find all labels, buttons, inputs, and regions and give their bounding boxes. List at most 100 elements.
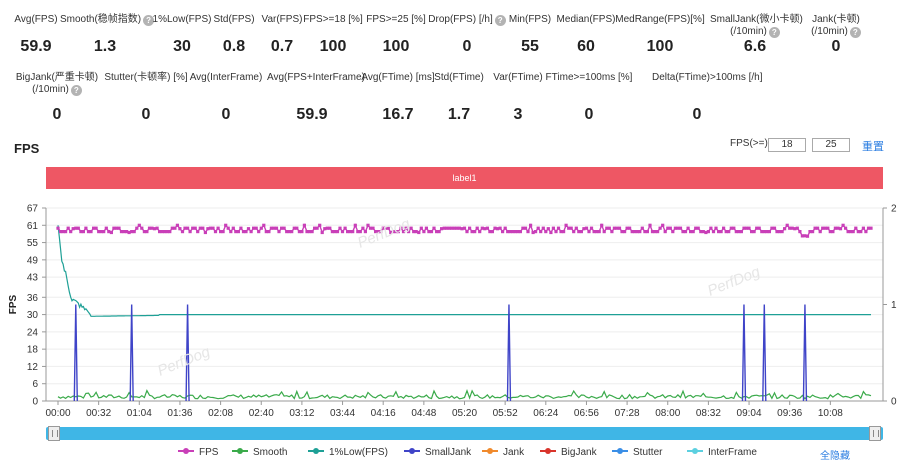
hide-all-button[interactable]: 全隐藏 xyxy=(820,451,850,462)
x-tick-label: 10:08 xyxy=(818,408,843,419)
x-tick-label: 06:56 xyxy=(574,408,599,419)
help-icon[interactable]: ? xyxy=(70,85,82,96)
x-tick-label: 07:28 xyxy=(615,408,640,419)
slider-right-handle[interactable] xyxy=(869,426,881,441)
series-smalljank-spike xyxy=(741,304,747,402)
stat-row1-1: Smooth(稳帧指数)? 1.3 xyxy=(60,14,155,55)
series-fps-point xyxy=(307,230,312,234)
series-fps-point xyxy=(678,226,683,230)
series-fps-point xyxy=(544,230,548,234)
series-fps-point xyxy=(521,226,525,230)
series-1percent-low-line xyxy=(57,225,871,317)
series-fps-point xyxy=(630,230,634,234)
x-tick-label: 09:04 xyxy=(737,408,762,419)
series-fps-point xyxy=(554,230,558,234)
series-smalljank-spike xyxy=(129,304,134,402)
slider-left-handle[interactable] xyxy=(48,426,60,441)
stat-label: 1%Low(FPS) xyxy=(152,14,212,25)
x-tick-label: 02:40 xyxy=(249,408,274,419)
series-fps-point xyxy=(407,230,411,234)
series-fps-point xyxy=(734,230,738,234)
help-icon[interactable]: ? xyxy=(768,27,780,38)
series-fps-point xyxy=(648,223,652,227)
series-fps-point xyxy=(394,230,398,234)
stat-row1-0: Avg(FPS) 59.9 xyxy=(0,14,81,55)
series-fps-point xyxy=(610,230,614,234)
legend-item-fps[interactable]: FPS xyxy=(178,447,218,458)
fps-threshold-label: FPS(>=) xyxy=(730,138,768,149)
series-fps-point xyxy=(142,230,146,234)
stat-label: Median(FPS) xyxy=(556,14,616,25)
series-fps-point xyxy=(76,226,80,230)
series-fps-point xyxy=(287,230,291,234)
series-fps-point xyxy=(66,226,70,230)
series-fps-point xyxy=(282,226,286,230)
legend-item-jank[interactable]: Jank xyxy=(482,447,524,458)
series-fps-point xyxy=(828,230,832,234)
series-fps-point xyxy=(224,223,228,227)
series-fps-point xyxy=(264,230,268,234)
legend-item-stutter[interactable]: Stutter xyxy=(612,447,662,458)
series-fps-point xyxy=(84,226,88,230)
legend-swatch-icon xyxy=(404,448,420,454)
stat-row2-0: BigJank(严重卡顿) (/10min)? 0 xyxy=(12,72,102,123)
series-fps-point xyxy=(846,230,850,234)
stat-label: MedRange(FPS)[%] xyxy=(615,14,705,25)
legend-item-smalljank[interactable]: SmallJank xyxy=(404,447,471,458)
legend-label: SmallJank xyxy=(425,447,472,458)
series-fps-point xyxy=(343,226,347,230)
series-fps-point xyxy=(211,226,215,230)
series-fps-point xyxy=(478,230,482,234)
series-fps-point xyxy=(551,226,555,230)
help-icon[interactable]: ? xyxy=(143,15,155,26)
series-fps-point xyxy=(620,230,624,234)
label-bar[interactable]: label1 xyxy=(46,167,883,189)
series-fps-point xyxy=(617,226,622,230)
fps-threshold-input-2[interactable]: 25 xyxy=(812,138,850,152)
legend-item-1-low-fps-[interactable]: 1%Low(FPS) xyxy=(308,447,388,458)
help-icon[interactable]: ? xyxy=(494,15,506,26)
series-fps-point xyxy=(640,226,644,230)
series-fps-point xyxy=(150,226,154,230)
stat-row2-2: Avg(InterFrame) 0 xyxy=(181,72,271,123)
watermark: PerfDog xyxy=(705,263,763,300)
x-tick-label: 02:08 xyxy=(208,408,233,419)
series-fps-point xyxy=(859,230,863,234)
series-fps-point xyxy=(833,226,837,230)
legend-item-smooth[interactable]: Smooth xyxy=(232,447,287,458)
series-fps-point xyxy=(567,226,571,230)
legend-item-bigjank[interactable]: BigJank xyxy=(540,447,597,458)
stat-value: 0.7 xyxy=(270,38,294,55)
series-fps-point xyxy=(813,226,817,230)
stat-row1-6: FPS>=25 [%] 100 xyxy=(351,14,441,55)
series-fps-point xyxy=(861,226,865,230)
series-fps-point xyxy=(516,230,520,234)
series-fps-point xyxy=(58,230,63,234)
help-icon[interactable]: ? xyxy=(849,27,861,38)
fps-threshold-input-1[interactable]: 18 xyxy=(768,138,806,152)
series-fps-point xyxy=(272,226,276,230)
series-fps-point xyxy=(691,230,695,234)
series-fps-point xyxy=(864,230,868,234)
series-fps-point xyxy=(742,226,746,230)
series-fps-point xyxy=(582,227,586,231)
fps-chart[interactable]: 67 61 55 49 43 36 30 24 18 12 6 0 FPS 2 1 0 00:00 00:32… xyxy=(0,196,900,426)
legend-item-interframe[interactable]: InterFrame xyxy=(687,447,757,458)
series-fps-point xyxy=(457,226,461,230)
series-fps-point xyxy=(191,226,195,230)
series-fps-point xyxy=(765,230,769,234)
time-range-slider[interactable] xyxy=(46,426,883,441)
series-fps-point xyxy=(244,230,248,234)
legend-label: BigJank xyxy=(561,447,597,458)
series-fps-point xyxy=(775,230,779,234)
series-fps-point xyxy=(503,226,507,230)
reset-button[interactable]: 重置 xyxy=(862,141,884,153)
stat-value: 100 xyxy=(646,38,674,55)
stat-label: SmallJank(微小卡顿) xyxy=(710,14,803,25)
y-tick-label: 36 xyxy=(27,293,39,304)
series-smalljank-spike xyxy=(73,304,78,402)
series-fps-point xyxy=(137,223,141,227)
y-tick-label: 30 xyxy=(27,310,39,321)
x-tick-label: 01:36 xyxy=(167,408,192,419)
series-fps-point xyxy=(739,230,743,234)
